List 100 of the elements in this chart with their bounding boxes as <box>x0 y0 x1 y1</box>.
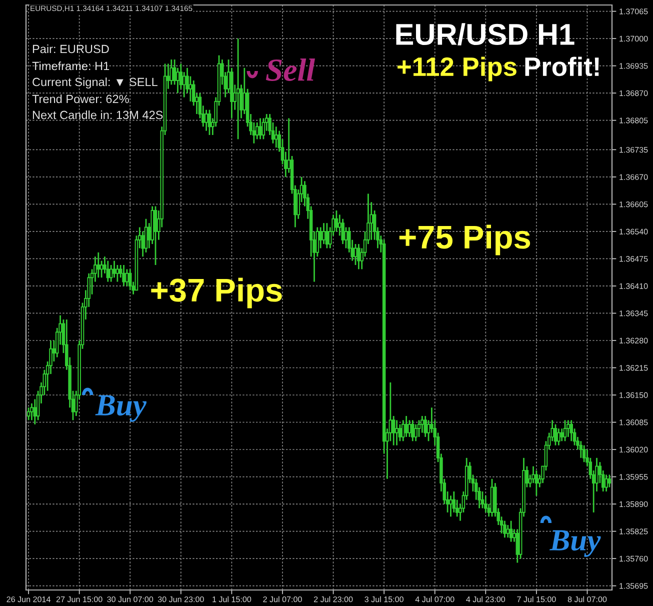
candlestick <box>204 109 208 132</box>
candlestick <box>452 490 456 514</box>
annotation: Current Signal: ▼ SELL <box>32 78 158 88</box>
candlestick <box>484 494 488 514</box>
candlestick <box>392 415 396 446</box>
candlestick <box>420 415 424 434</box>
candlestick <box>141 230 144 258</box>
candlestick <box>503 520 506 538</box>
candlestick <box>116 264 120 282</box>
candlestick <box>344 226 348 249</box>
y-tick-label: 1.36540 <box>620 228 648 234</box>
annotation: Timeframe: H1 <box>32 62 110 70</box>
x-tick-label: 26 Jun 2014 <box>6 596 50 602</box>
annotation: Sell <box>266 58 315 81</box>
candlestick <box>96 252 100 278</box>
candlestick <box>604 474 608 492</box>
candlestick <box>106 260 110 282</box>
candlestick <box>554 424 558 446</box>
candlestick <box>408 419 412 438</box>
y-tick-label: 1.36410 <box>620 283 648 289</box>
candlestick <box>325 222 329 249</box>
x-tick-label: 27 Jun 15:00 <box>56 596 102 602</box>
y-tick-label: 1.35955 <box>620 474 648 480</box>
y-tick-label: 1.36215 <box>620 365 648 371</box>
y-tick-label: 1.36805 <box>620 118 648 124</box>
y-tick-label: 1.36020 <box>620 446 648 453</box>
annotation: Next Candle in: 13M 42S <box>32 110 163 120</box>
y-tick-label: 1.37065 <box>620 8 648 14</box>
candlestick <box>262 118 266 140</box>
candlestick <box>401 419 405 442</box>
y-tick-label: 1.37000 <box>620 36 648 42</box>
candlestick <box>506 524 510 538</box>
candlestick <box>582 444 586 463</box>
candlestick <box>449 494 452 518</box>
candlestick <box>560 428 564 442</box>
annotation: Trend Power: 62% <box>32 94 129 104</box>
candlestick <box>354 243 358 266</box>
x-tick-label: 30 Jun 23:00 <box>158 596 204 602</box>
x-tick-label: 1 Jul 15:00 <box>212 596 252 602</box>
x-tick-label: 4 Jul 23:00 <box>466 596 506 602</box>
candlestick <box>608 474 612 488</box>
candlestick <box>570 419 573 442</box>
candlestick <box>144 218 148 254</box>
candlestick <box>566 419 570 438</box>
y-tick-label: 1.36605 <box>620 201 648 208</box>
y-tick-label: 1.36345 <box>620 310 648 316</box>
x-tick-label: 8 Jul 07:00 <box>568 596 607 602</box>
candlestick <box>182 71 186 98</box>
candlestick <box>33 398 37 426</box>
y-tick-label: 1.36150 <box>620 392 648 398</box>
candlestick <box>322 222 326 245</box>
annotation: Profit! <box>525 56 599 76</box>
candlestick <box>509 520 513 542</box>
candlestick <box>236 38 240 140</box>
y-tick-label: 1.36670 <box>620 174 648 180</box>
candlestick <box>417 419 421 438</box>
candlestick <box>395 419 398 446</box>
candlestick <box>274 126 278 148</box>
candlestick <box>125 268 129 287</box>
annotation: Pair: EURUSD <box>32 44 109 54</box>
annotation: Buy <box>95 395 147 422</box>
chart-title: EUR/USD H1 <box>396 23 574 46</box>
candlestick <box>404 415 408 438</box>
x-tick-label: 3 Jul 15:00 <box>364 596 404 602</box>
candlestick <box>30 402 34 421</box>
candlestick <box>579 440 583 459</box>
x-tick-label: 2 Jul 23:00 <box>314 596 353 602</box>
x-tick-label: 2 Jul 07:00 <box>263 596 302 602</box>
x-tick-label: 4 Jul 07:00 <box>415 596 454 602</box>
candlestick <box>424 415 427 438</box>
candlestick <box>112 260 116 278</box>
y-tick-label: 1.35825 <box>620 528 648 534</box>
candlestick <box>563 419 567 442</box>
y-tick-label: 1.36475 <box>620 256 648 262</box>
y-tick-label: 1.36935 <box>620 63 648 69</box>
candlestick <box>154 206 158 266</box>
candlestick <box>557 428 560 446</box>
x-tick-label: 30 Jun 07:00 <box>107 596 154 602</box>
candlestick <box>318 226 322 249</box>
candlestick <box>411 419 414 442</box>
x-tick-label: 7 Jul 15:00 <box>517 596 556 602</box>
candlestick <box>109 264 113 282</box>
candlestick <box>26 406 30 421</box>
candlestick <box>258 118 262 140</box>
candlestick <box>208 109 212 136</box>
candlestick <box>414 424 418 442</box>
candlestick <box>255 122 259 140</box>
y-tick-label: 1.35890 <box>620 501 648 508</box>
annotation: +37 Pips <box>151 278 282 308</box>
y-tick-label: 1.36280 <box>620 338 648 344</box>
candlestick <box>334 210 338 232</box>
candlestick <box>534 470 538 496</box>
candlestick <box>357 243 360 270</box>
candlestick <box>122 264 126 287</box>
annotation: Buy <box>550 530 601 557</box>
candlestick <box>100 260 104 278</box>
y-tick-label: 1.36735 <box>620 146 648 153</box>
candlestick <box>480 490 484 509</box>
candlestick <box>170 58 174 86</box>
y-tick-label: 1.36085 <box>620 420 648 426</box>
